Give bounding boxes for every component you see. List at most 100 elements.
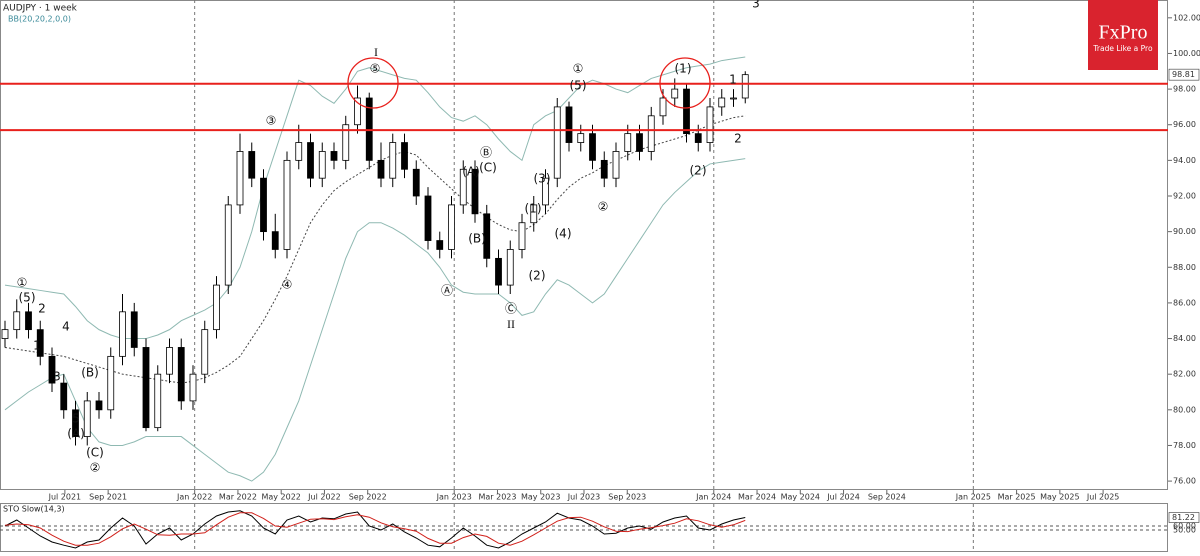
candle-body xyxy=(60,382,68,411)
wave-label: (2) xyxy=(690,164,707,178)
y-tick-label: 92.00 xyxy=(1173,192,1196,201)
y-tick-label: 88.00 xyxy=(1173,263,1196,272)
candle-body xyxy=(694,133,702,143)
x-tick-label: Sep 2024 xyxy=(868,493,906,502)
candle-body xyxy=(542,177,549,206)
candle-body xyxy=(600,159,608,179)
x-tick-label: Mar 2024 xyxy=(738,493,776,502)
x-tick-label: Jul 2021 xyxy=(48,493,82,502)
candle-body xyxy=(495,257,502,286)
price-panel xyxy=(0,0,1168,490)
candle-body xyxy=(260,177,267,233)
wave-label: I xyxy=(374,45,378,59)
candle-body xyxy=(647,115,655,152)
wave-label: 2 xyxy=(734,132,742,146)
wave-label: 1 xyxy=(729,73,737,87)
candle-body xyxy=(401,142,408,170)
band-line xyxy=(4,158,746,482)
wave-label: Ⓒ xyxy=(505,302,517,316)
osc-line xyxy=(4,510,746,549)
wave-label: 1 xyxy=(33,339,41,353)
y-tick-label: 102.00 xyxy=(1173,13,1200,22)
wave-label: (5) xyxy=(19,291,36,305)
candle-body xyxy=(518,222,526,250)
candle-body xyxy=(483,213,491,259)
x-tick-label: Jan 2022 xyxy=(176,493,212,502)
candle-body xyxy=(13,311,21,331)
wave-label: ② xyxy=(598,200,609,214)
wave-label: 5 xyxy=(72,412,80,426)
band-line xyxy=(4,115,746,384)
x-tick-label: May 2022 xyxy=(261,493,300,502)
wave-label: ③ xyxy=(266,114,277,128)
x-tick-label: Jul 2024 xyxy=(826,493,860,502)
y-tick-label: 86.00 xyxy=(1173,298,1196,307)
logo-name: FxPro xyxy=(1099,22,1148,44)
candle-body xyxy=(530,204,538,224)
x-tick-label: May 2024 xyxy=(781,493,820,502)
candle-body xyxy=(577,133,585,143)
candle-body xyxy=(377,159,385,179)
candle-body xyxy=(177,347,185,402)
candle-body xyxy=(1,329,9,339)
wave-label: (1) xyxy=(675,62,692,76)
candle-body xyxy=(83,400,91,437)
y-tick-label: 98.00 xyxy=(1173,85,1196,94)
candle-body xyxy=(107,355,115,411)
wave-label: (1) xyxy=(525,202,542,216)
y-tick-label: 76.00 xyxy=(1173,477,1196,486)
chart-title: AUDJPY · 1 week xyxy=(3,4,78,14)
wave-label: 4 xyxy=(62,320,70,334)
candle-body xyxy=(95,400,103,411)
candle-body xyxy=(318,151,326,179)
oscillator-panel xyxy=(0,503,1168,552)
x-tick-label: Mar 2022 xyxy=(219,493,257,502)
y-tick-label: 78.00 xyxy=(1173,441,1196,450)
wave-label: (B) xyxy=(81,366,99,380)
candle-body xyxy=(389,142,397,179)
candle-body xyxy=(448,204,455,250)
wave-label: ① xyxy=(17,276,28,290)
bands-layer xyxy=(4,56,746,549)
candle-body xyxy=(72,409,79,437)
wave-label: (3) xyxy=(534,172,551,186)
wave-label: (A) xyxy=(462,165,480,179)
wave-label: II xyxy=(507,317,515,331)
candle-body xyxy=(271,231,279,250)
candle-body xyxy=(25,311,32,331)
wave-label: Ⓑ xyxy=(480,146,492,160)
candle-body xyxy=(213,284,220,331)
indicator-label: BB(20,20,2,0,0) xyxy=(8,15,71,24)
x-tick-label: Jul 2023 xyxy=(567,493,601,502)
x-tick-label: Sep 2021 xyxy=(89,493,127,502)
candle-body xyxy=(553,106,561,179)
wave-label: (B) xyxy=(468,232,486,246)
x-tick-label: Mar 2023 xyxy=(478,493,516,502)
candle-body xyxy=(471,168,479,215)
wave-label: (C) xyxy=(86,446,104,460)
candle-body xyxy=(342,124,350,161)
wave-label: ① xyxy=(573,62,584,76)
wave-label: ④ xyxy=(282,278,293,292)
x-tick-label: Jan 2025 xyxy=(955,493,991,502)
candle-body xyxy=(565,106,573,143)
candle-body xyxy=(459,168,467,206)
candle-body xyxy=(330,151,338,161)
candle-body xyxy=(166,347,173,375)
x-tick-label: Mar 2025 xyxy=(998,493,1036,502)
y-tick-label: 84.00 xyxy=(1173,334,1196,343)
candle-body xyxy=(189,373,197,402)
y-tick-label: 100.00 xyxy=(1173,49,1200,58)
last-price-label: 98.81 xyxy=(1172,70,1195,79)
y-tick-label: 90.00 xyxy=(1173,227,1196,236)
candle-body xyxy=(589,133,596,161)
oscillator-label: STO Slow(14,3) xyxy=(3,505,65,514)
candle-body xyxy=(624,133,632,152)
candles-layer xyxy=(1,71,749,446)
candle-body xyxy=(201,329,209,375)
candle-body xyxy=(295,142,303,161)
logo xyxy=(1088,0,1158,70)
candle-body xyxy=(436,240,444,250)
